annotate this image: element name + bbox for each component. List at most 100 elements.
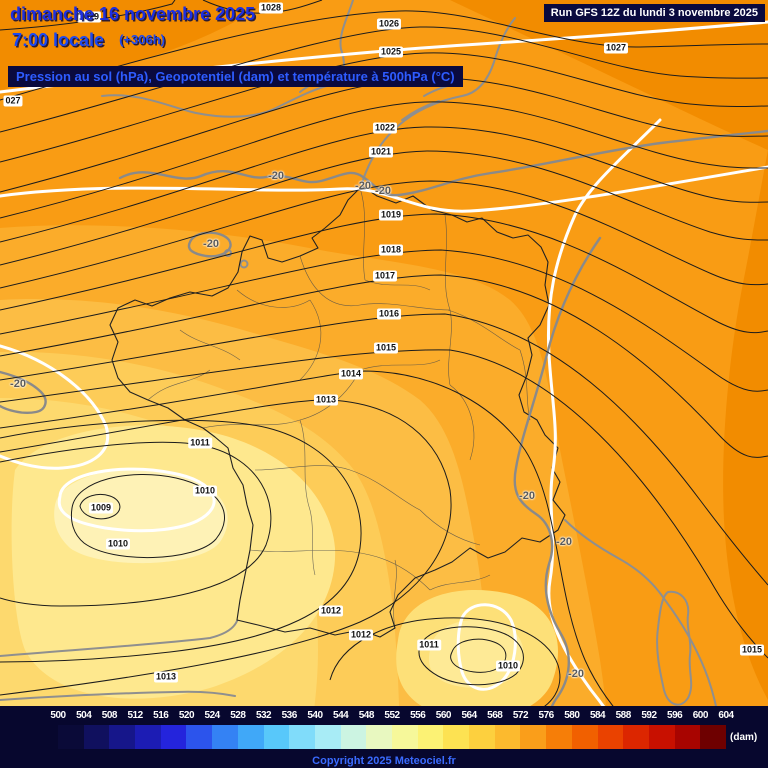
colorbar-value: 580 (564, 710, 580, 721)
pressure-label: 1013 (153, 671, 179, 683)
colorbar-value: 588 (615, 710, 632, 721)
colorbar-value: 600 (692, 710, 709, 721)
colorbar-cell (83, 725, 110, 749)
colorbar-cell (546, 725, 573, 749)
coastline-spain (0, 620, 238, 657)
colorbar-value: 516 (153, 710, 169, 721)
temperature-label: -20 (355, 180, 371, 192)
forecast-date: dimanche 16 novembre 2025 (10, 4, 256, 24)
temperature-label: -20 (568, 668, 584, 680)
colorbar-value: 512 (127, 710, 143, 721)
colorbar-cell (135, 725, 162, 749)
temperature-line (0, 370, 47, 414)
colorbar-value: 604 (718, 710, 734, 721)
coastline-corsica (656, 590, 693, 706)
pressure-label: 1012 (318, 605, 344, 617)
colorbar-value: 536 (281, 710, 298, 721)
pressure-label: 1011 (417, 639, 441, 651)
coastline-benelux (361, 17, 516, 184)
colorbar-value: 584 (589, 710, 606, 721)
colorbar (0, 725, 768, 749)
geopotential-line (0, 344, 110, 470)
colorbar-value: 528 (230, 710, 246, 721)
isobar-1010 (70, 474, 225, 559)
map-subtitle: Pression au sol (hPa), Geopotentiel (dam… (8, 66, 463, 87)
pressure-label: 1022 (372, 122, 398, 134)
pressure-label: 1013 (313, 394, 339, 406)
run-info: Run GFS 12Z du lundi 3 novembre 2025 (543, 4, 765, 22)
colorbar-cell (237, 725, 265, 749)
temperature-label: -20 (203, 238, 219, 250)
pressure-label: 1010 (192, 485, 218, 497)
isobar-1011 (0, 441, 272, 607)
colorbar-value: 504 (76, 710, 92, 721)
copyright: Copyright 2025 Meteociel.fr (312, 755, 456, 767)
pressure-label: 1014 (338, 368, 364, 380)
colorbar-cell (494, 725, 521, 749)
neighbour-coastlines (0, 0, 726, 768)
isobar-1013 (0, 399, 452, 696)
isobar-1014 (0, 370, 681, 768)
colorbar-cell (263, 725, 290, 749)
colorbar-cell (674, 725, 701, 749)
colorbar-cell (58, 725, 85, 749)
pressure-label: 1010 (105, 538, 131, 550)
coastline-england (101, 0, 354, 118)
pressure-label: 1009 (88, 502, 114, 514)
temperature-label: -20 (375, 185, 391, 197)
pressure-label: 1019 (378, 209, 404, 221)
isobar-1019 (0, 213, 768, 334)
temperature-label: -20 (519, 490, 535, 502)
colorbar-value: 500 (50, 710, 66, 721)
colorbar-cell (700, 725, 727, 749)
colorbar-cell (469, 725, 496, 749)
isobar-1021 (0, 150, 768, 266)
colorbar-value: 532 (255, 710, 272, 721)
department-boundaries (147, 187, 531, 629)
geopotential-line (546, 118, 662, 768)
isobar-1017 (0, 274, 768, 458)
temperature-label: -20 (556, 536, 572, 548)
isobar-1015 (0, 349, 768, 659)
colorbar-cell (212, 725, 239, 749)
island-jersey (239, 259, 249, 269)
colorbar-cell (314, 725, 342, 749)
pressure-label: 1011 (188, 437, 212, 449)
pressure-label: 1029 (76, 11, 102, 23)
colorbar-value: 556 (410, 710, 426, 721)
pressure-label: 1015 (373, 342, 399, 354)
pressure-label: 1026 (376, 18, 402, 30)
colorbar-value: 596 (667, 710, 683, 721)
pressure-label: 1025 (378, 46, 404, 58)
isobar-1022 (0, 126, 768, 243)
colorbar-value: 524 (204, 710, 221, 721)
isobar-1009 (79, 493, 121, 520)
isobar-1012-south (329, 617, 561, 715)
isobar-1027 (0, 10, 768, 101)
colorbar-block: 500 504 508 512 516 520 524 528 532 536 540 544 548 5… (0, 706, 768, 768)
colorbar-cell (160, 725, 187, 749)
colorbar-cell (340, 725, 367, 749)
pressure-label: 1017 (372, 270, 398, 282)
isobar-1025 (0, 52, 768, 163)
colorbar-cell (623, 725, 650, 749)
forecast-offset: (+306h) (119, 32, 165, 47)
forecast-time-text: 7:00 locale (12, 30, 105, 50)
pressure-label: 1028 (258, 2, 284, 14)
colorbar-cell (186, 725, 213, 749)
colorbar-value: 540 (307, 710, 323, 721)
colorbar-value: 548 (358, 710, 375, 721)
isobar-1018 (0, 249, 768, 392)
pressure-label: 1027 (603, 42, 629, 54)
colorbar-value: 576 (538, 710, 555, 721)
coastline-spain-inner (0, 690, 236, 701)
isobar-1012 (0, 419, 362, 663)
colorbar-value: 572 (512, 710, 529, 721)
pressure-label: 1018 (378, 244, 404, 256)
colorbar-cell (392, 725, 419, 749)
colorbar-cell (417, 725, 444, 749)
temperature-label: -20 (268, 170, 284, 182)
